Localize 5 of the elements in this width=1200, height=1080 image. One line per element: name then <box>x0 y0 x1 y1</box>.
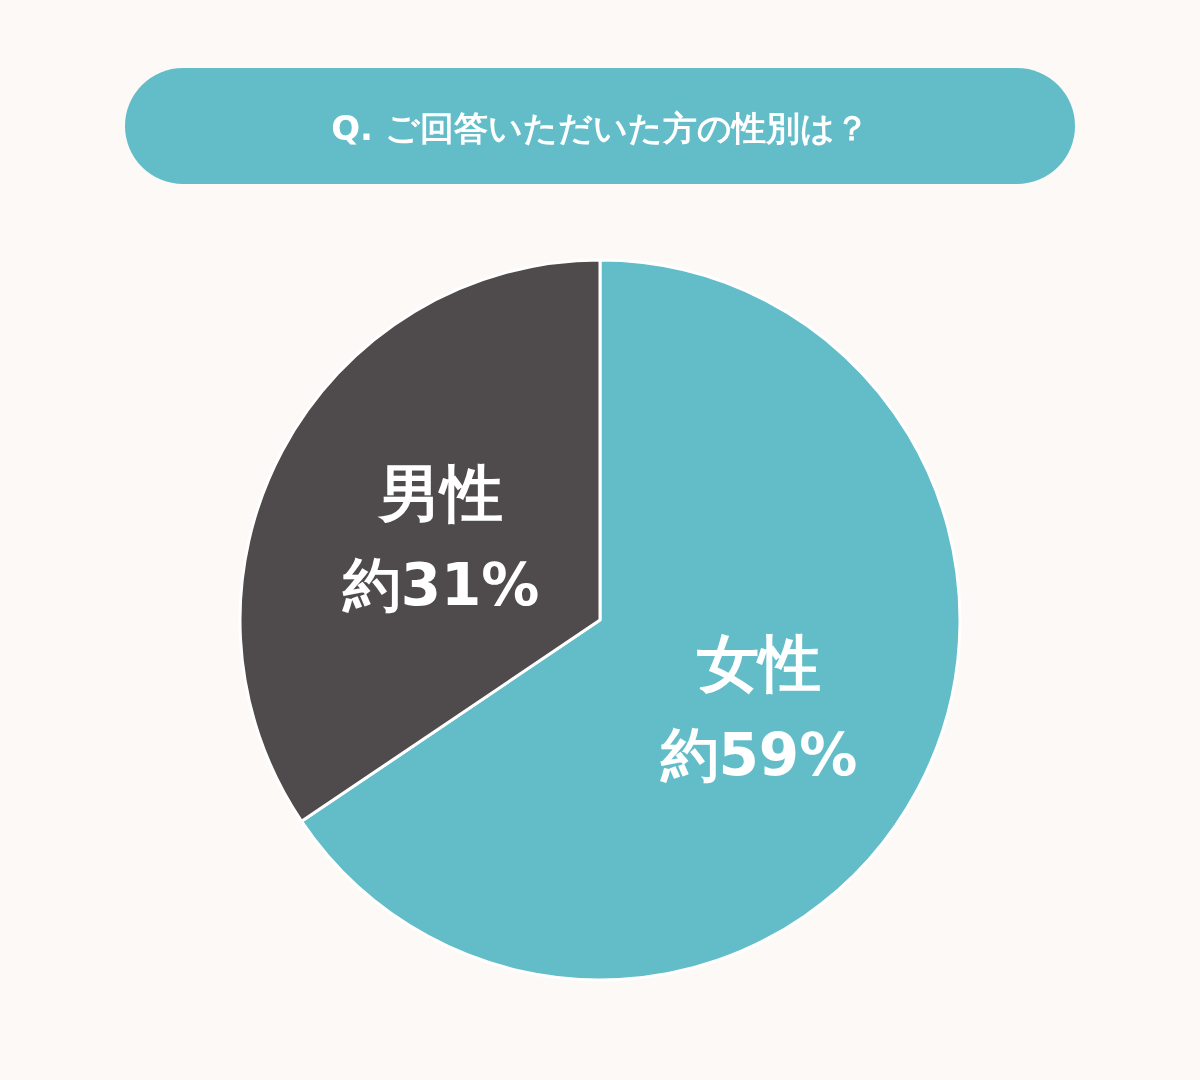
data-label: 約31% <box>341 551 540 620</box>
slice-label: 女性 <box>696 626 821 700</box>
slice-label: 男性 <box>377 457 504 531</box>
data-label: 約59% <box>659 720 858 789</box>
chart-title: Q. ご回答いただいた方の性別は？ <box>331 108 869 148</box>
